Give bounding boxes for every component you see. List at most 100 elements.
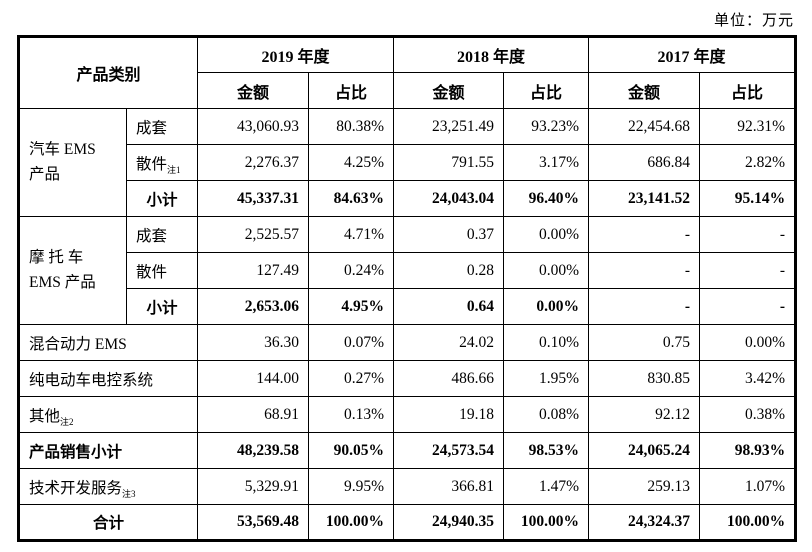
value-cell: - xyxy=(588,288,701,325)
table-row: 产品销售小计 48,239.58 90.05% 24,573.54 98.53% 24,0… xyxy=(17,432,797,469)
row-label-text: 散件 xyxy=(136,263,168,281)
year-header-row: 产品类别 2019 年度 2018 年度 2017 年度 xyxy=(17,36,797,109)
value-cell: 22,454.68 xyxy=(588,108,701,145)
row-label-cell: 技术开发服务注3 xyxy=(17,468,199,505)
row-label-cell: 小计 xyxy=(125,180,199,217)
value-cell: 1.47% xyxy=(503,468,590,505)
amount-header-2018: 金额 xyxy=(393,72,505,109)
value-cell: 4.95% xyxy=(308,288,395,325)
table-row: 小计 45,337.31 84.63% 24,043.04 96.40% 23,141.5… xyxy=(19,180,797,217)
value-cell: 127.49 xyxy=(197,252,310,289)
value-cell: 4.71% xyxy=(308,216,395,253)
value-cell: 0.08% xyxy=(503,396,590,433)
row-label-text: 混合动力 EMS xyxy=(29,335,127,353)
ratio-header-2017: 占比 xyxy=(699,72,797,109)
value-cell: 2,525.57 xyxy=(197,216,310,253)
value-cell: 144.00 xyxy=(197,360,310,397)
value-cell: 23,141.52 xyxy=(588,180,701,217)
value-cell: - xyxy=(699,252,797,289)
value-cell: 2.82% xyxy=(699,144,797,181)
revenue-breakdown-table: 产品类别 2019 年度 2018 年度 2017 年度 金额 占比 金额 占比… xyxy=(17,35,798,542)
ratio-header-2019: 占比 xyxy=(308,72,395,109)
value-cell: 366.81 xyxy=(393,468,505,505)
table-body: 汽车 EMS 产品 成套 43,060.93 80.38% 23,251.49 93.23… xyxy=(17,108,797,541)
value-cell: 98.53% xyxy=(503,432,590,469)
amount-header-2019: 金额 xyxy=(197,72,310,109)
value-cell: 24,043.04 xyxy=(393,180,505,217)
row-label-text: 技术开发服务 xyxy=(29,479,123,497)
table-row: 散件注1 2,276.37 4.25% 791.55 3.17% 686.84 2.82% xyxy=(19,144,797,181)
value-cell: 686.84 xyxy=(588,144,701,181)
row-label-cell: 合计 xyxy=(17,504,199,541)
value-cell: 0.00% xyxy=(503,216,590,253)
amount-header-2017: 金额 xyxy=(588,72,701,109)
value-cell: 84.63% xyxy=(308,180,395,217)
value-cell: 19.18 xyxy=(393,396,505,433)
row-label-text: 小计 xyxy=(146,299,178,317)
value-cell: 23,251.49 xyxy=(393,108,505,145)
value-cell: 259.13 xyxy=(588,468,701,505)
value-cell: 0.27% xyxy=(308,360,395,397)
row-label-text: 产品销售小计 xyxy=(29,443,123,461)
row-label-cell: 成套 xyxy=(125,108,199,145)
value-cell: 36.30 xyxy=(197,324,310,361)
row-label-text: 成套 xyxy=(136,227,168,245)
row-label-cell: 小计 xyxy=(125,288,199,325)
row-label-cell: 散件注1 xyxy=(125,144,199,181)
row-label-cell: 散件 xyxy=(125,252,199,289)
value-cell: 48,239.58 xyxy=(197,432,310,469)
year-2018-header: 2018 年度 xyxy=(393,36,590,73)
value-cell: 24,324.37 xyxy=(588,504,701,541)
value-cell: 0.24% xyxy=(308,252,395,289)
value-cell: 1.95% xyxy=(503,360,590,397)
table-row: 汽车 EMS 产品 成套 43,060.93 80.38% 23,251.49 93.23… xyxy=(18,108,797,217)
footnote-marker: 注2 xyxy=(60,416,74,427)
footnote-marker: 注1 xyxy=(167,164,181,175)
value-cell: 24,065.24 xyxy=(588,432,701,469)
row-label-text: 合计 xyxy=(93,515,125,532)
row-label-cell: 成套 xyxy=(125,216,199,253)
value-cell: 5,329.91 xyxy=(197,468,310,505)
metric-header-row: 金额 占比 金额 占比 金额 占比 xyxy=(19,72,797,109)
footnote-marker: 注3 xyxy=(122,488,136,499)
table-row: 小计 2,653.06 4.95% 0.64 0.00% - - xyxy=(19,288,797,325)
row-label-text: 其他 xyxy=(29,407,61,425)
value-cell: 0.00% xyxy=(503,288,590,325)
ratio-header-2018: 占比 xyxy=(503,72,590,109)
table-row: 混合动力 EMS 36.30 0.07% 24.02 0.10% 0.75 0.00% xyxy=(17,324,797,361)
row-label-text: 散件 xyxy=(136,155,168,173)
value-cell: 96.40% xyxy=(503,180,590,217)
value-cell: 53,569.48 xyxy=(197,504,310,541)
value-cell: 93.23% xyxy=(503,108,590,145)
value-cell: 45,337.31 xyxy=(197,180,310,217)
value-cell: 92.31% xyxy=(699,108,797,145)
value-cell: 43,060.93 xyxy=(197,108,310,145)
table-row: 技术开发服务注3 5,329.91 9.95% 366.81 1.47% 259.13 1.… xyxy=(17,468,797,505)
value-cell: 0.28 xyxy=(393,252,505,289)
value-cell: 92.12 xyxy=(588,396,701,433)
row-label-cell: 混合动力 EMS xyxy=(17,324,199,361)
value-cell: 1.07% xyxy=(699,468,797,505)
value-cell: 100.00% xyxy=(308,504,395,541)
value-cell: 24.02 xyxy=(393,324,505,361)
row-label-text: 纯电动车电控系统 xyxy=(29,371,154,389)
row-label-cell: 产品销售小计 xyxy=(17,432,199,469)
group-label: 摩 托 车 EMS 产品 xyxy=(18,216,127,325)
table-row: 摩 托 车 EMS 产品 成套 2,525.57 4.71% 0.37 0.00% - - xyxy=(18,216,797,325)
value-cell: 791.55 xyxy=(393,144,505,181)
value-cell: 0.00% xyxy=(699,324,797,361)
value-cell: 100.00% xyxy=(503,504,590,541)
table-row: 纯电动车电控系统 144.00 0.27% 486.66 1.95% 830.85 3.42… xyxy=(17,360,797,397)
value-cell: 0.37 xyxy=(393,216,505,253)
value-cell: 2,653.06 xyxy=(197,288,310,325)
table-row: 其他注2 68.91 0.13% 19.18 0.08% 92.12 0.38% xyxy=(17,396,797,433)
table-row: 散件 127.49 0.24% 0.28 0.00% - - xyxy=(19,252,797,289)
category-header: 产品类别 xyxy=(17,36,199,109)
value-cell: 0.07% xyxy=(308,324,395,361)
value-cell: 486.66 xyxy=(393,360,505,397)
value-cell: - xyxy=(699,288,797,325)
value-cell: 2,276.37 xyxy=(197,144,310,181)
group-label: 汽车 EMS 产品 xyxy=(18,108,127,217)
value-cell: 0.38% xyxy=(699,396,797,433)
